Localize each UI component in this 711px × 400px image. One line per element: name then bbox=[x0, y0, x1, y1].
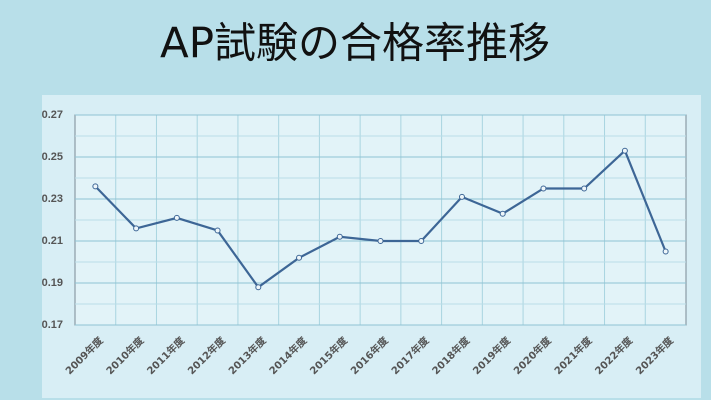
point bbox=[255, 284, 262, 291]
point bbox=[214, 227, 221, 234]
point bbox=[418, 238, 425, 244]
point bbox=[336, 233, 343, 240]
point bbox=[499, 210, 506, 217]
point bbox=[173, 214, 180, 221]
point bbox=[133, 225, 140, 232]
y-tick-label: 0.27 bbox=[42, 109, 63, 121]
point bbox=[662, 248, 669, 255]
chart-title: AP試験の合格率推移 bbox=[160, 19, 550, 68]
y-tick-label: 0.25 bbox=[42, 151, 63, 163]
point bbox=[296, 254, 303, 261]
y-tick-label: 0.21 bbox=[42, 235, 63, 247]
point bbox=[458, 193, 465, 200]
point bbox=[377, 238, 384, 244]
point bbox=[92, 183, 99, 190]
y-tick-label: 0.19 bbox=[42, 277, 63, 289]
y-tick-label: 0.23 bbox=[42, 193, 63, 205]
y-tick-label: 0.17 bbox=[42, 319, 63, 331]
point bbox=[581, 185, 588, 192]
point bbox=[621, 147, 628, 154]
point bbox=[540, 185, 547, 192]
